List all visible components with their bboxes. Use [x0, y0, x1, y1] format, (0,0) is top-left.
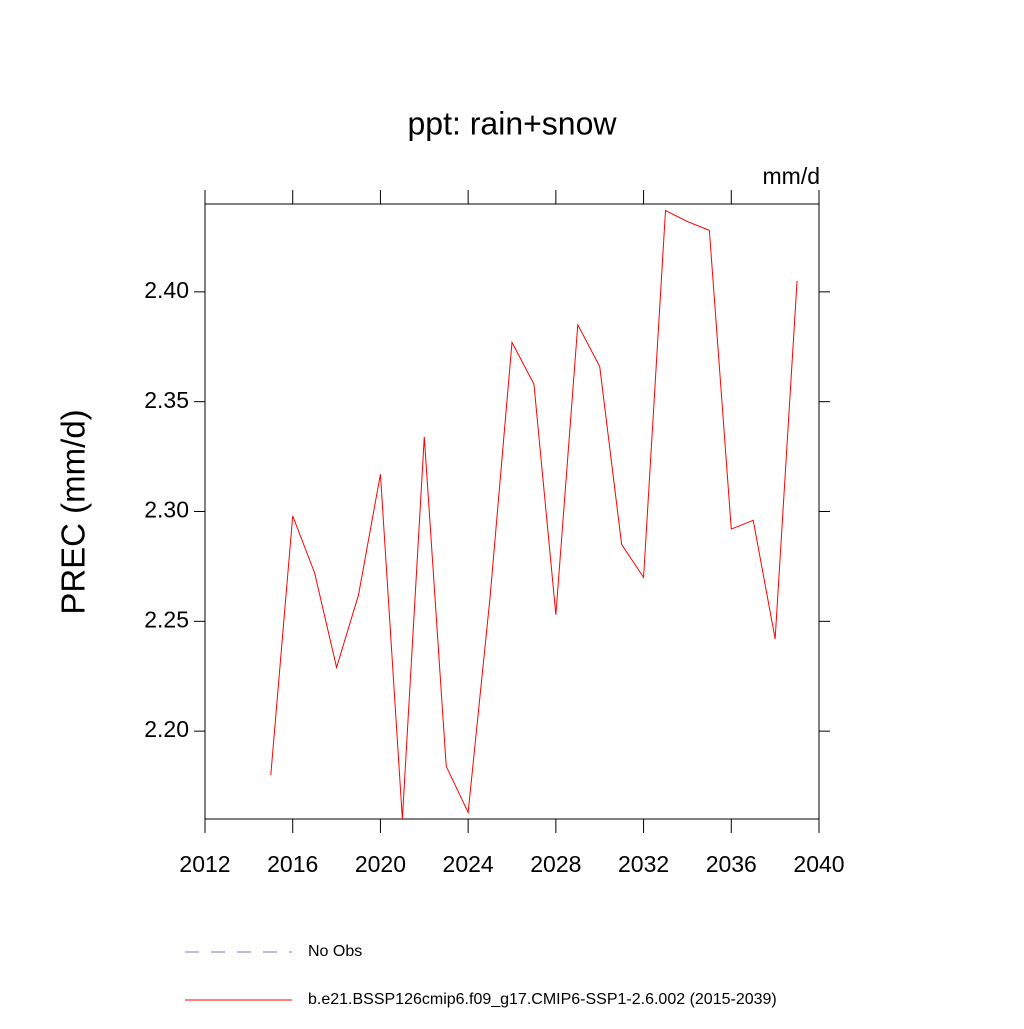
- y-tick-label: 2.40: [144, 277, 189, 303]
- y-tick-label: 2.35: [144, 387, 189, 413]
- x-tick-label: 2036: [706, 851, 757, 877]
- x-tick-label: 2024: [443, 851, 494, 877]
- x-tick-label: 2012: [179, 851, 230, 877]
- x-tick-label: 2032: [618, 851, 669, 877]
- y-tick-label: 2.20: [144, 716, 189, 742]
- x-tick-label: 2020: [355, 851, 406, 877]
- y-axis-label: PREC (mm/d): [55, 409, 92, 614]
- units-label: mm/d: [763, 163, 821, 189]
- legend-label: No Obs: [308, 943, 362, 960]
- chart-title: ppt: rain+snow: [407, 105, 617, 141]
- x-tick-label: 2028: [530, 851, 581, 877]
- data-line: [270, 209, 798, 820]
- x-tick-label: 2040: [793, 851, 844, 877]
- y-tick-label: 2.30: [144, 497, 189, 523]
- y-tick-label: 2.25: [144, 606, 189, 632]
- x-tick-label: 2016: [267, 851, 318, 877]
- plot-frame: [204, 203, 820, 820]
- legend-label: b.e21.BSSP126cmip6.f09_g17.CMIP6-SSP1-2.…: [308, 991, 777, 1008]
